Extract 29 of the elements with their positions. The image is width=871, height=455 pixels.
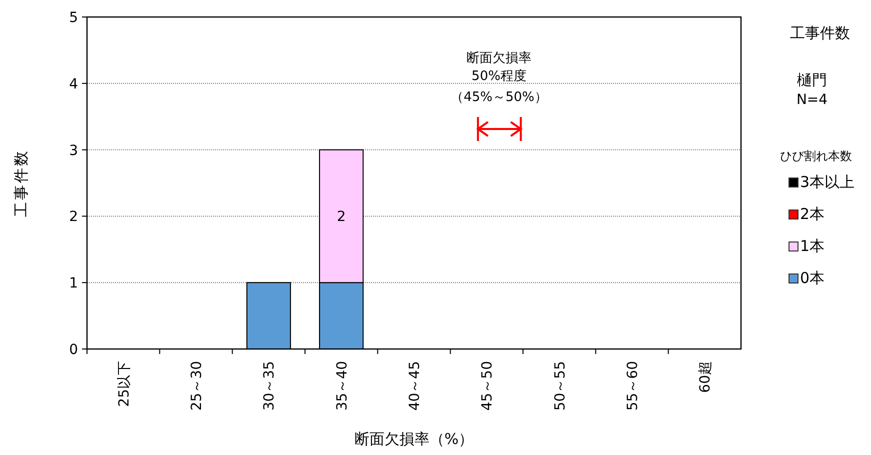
y-tick-label: 3	[69, 142, 78, 159]
x-tick-label: 45～50	[480, 361, 496, 411]
legend-label: 2本	[800, 205, 825, 223]
y-tick-label: 0	[69, 342, 78, 358]
legend-label: 3本以上	[800, 173, 855, 191]
annotation: （45%～50%）	[450, 90, 548, 105]
legend-title: ひび割れ本数	[780, 149, 852, 163]
y-tick-label: 5	[69, 10, 78, 26]
text: N=4	[796, 92, 828, 108]
x-tick-label: 25～30	[189, 361, 205, 411]
y-tick-label: 4	[69, 76, 78, 92]
x-tick-label: 30～35	[262, 361, 278, 411]
x-tick-label: 50～55	[552, 361, 568, 411]
annotation: 断面欠損率	[466, 50, 532, 66]
text: 樋門	[797, 71, 827, 89]
legend-label: 1本	[800, 237, 825, 255]
x-tick-label: 25以下	[116, 361, 132, 407]
x-tick-label: 35～40	[334, 361, 350, 411]
data-label: 2	[336, 209, 346, 226]
x-tick-label: 55～60	[625, 361, 641, 411]
annotation: 50%程度	[472, 68, 526, 84]
x-tick-label: 40～45	[407, 361, 423, 411]
y-tick-label: 2	[69, 209, 78, 226]
y-axis-title: 工事件数	[12, 149, 30, 217]
x-axis-title: 断面欠損率（%）	[354, 430, 474, 448]
legend-label: 0本	[800, 269, 825, 287]
y-tick-label: 1	[69, 276, 78, 292]
x-tick-label: 60超	[698, 361, 714, 393]
text: 工事件数	[790, 24, 850, 42]
